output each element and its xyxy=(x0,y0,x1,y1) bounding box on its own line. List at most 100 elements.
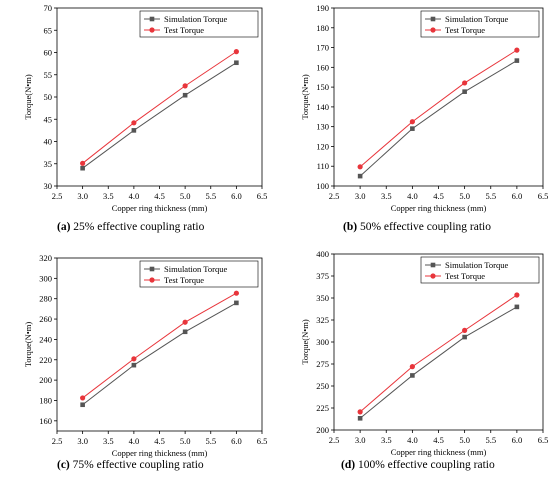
x-tick-label: 4.5 xyxy=(433,435,444,445)
y-tick-label: 55 xyxy=(44,70,53,80)
x-tick-label: 5.0 xyxy=(459,191,470,201)
series-line-test xyxy=(82,51,237,164)
legend-marker-circle xyxy=(430,27,436,33)
x-tick-label: 3.0 xyxy=(77,436,88,446)
caption-d: (d) 100% effective coupling ratio xyxy=(341,459,495,471)
x-tick-label: 6.5 xyxy=(538,191,549,201)
y-tick-label: 170 xyxy=(316,43,329,53)
x-tick-label: 4.5 xyxy=(154,191,165,201)
x-tick-label: 4.0 xyxy=(129,191,140,201)
x-tick-label: 6.5 xyxy=(257,191,268,201)
data-point-simulation xyxy=(182,329,188,335)
x-axis-label: Copper ring thickness (mm) xyxy=(112,203,208,213)
x-tick-label: 6.0 xyxy=(512,435,523,445)
data-point-simulation xyxy=(182,92,188,98)
y-tick-label: 180 xyxy=(316,23,329,33)
legend-label: Simulation Torque xyxy=(164,14,227,24)
y-tick-label: 65 xyxy=(44,25,53,35)
series-line-test xyxy=(359,294,518,413)
x-tick-label: 6.0 xyxy=(231,191,242,201)
y-axis-label: Torque(N•m) xyxy=(300,74,310,120)
y-tick-label: 225 xyxy=(316,403,329,413)
y-tick-label: 200 xyxy=(316,425,329,435)
legend-marker-square xyxy=(149,16,155,22)
y-tick-label: 40 xyxy=(44,137,53,147)
caption-c-text: 75% effective coupling ratio xyxy=(69,459,204,471)
legend-box xyxy=(420,256,540,284)
x-tick-label: 5.0 xyxy=(180,436,191,446)
x-tick-label: 3.0 xyxy=(355,435,366,445)
caption-b-tag: (b) xyxy=(343,221,358,233)
x-tick-label: 5.5 xyxy=(485,435,496,445)
x-tick-label: 3.5 xyxy=(381,435,392,445)
legend-marker-square xyxy=(430,262,436,268)
caption-b: (b) 50% effective coupling ratio xyxy=(343,221,491,233)
legend-marker-circle xyxy=(149,277,155,283)
y-tick-label: 200 xyxy=(39,375,52,385)
y-tick-label: 325 xyxy=(316,315,329,325)
data-point-test xyxy=(131,356,137,362)
x-tick-label: 5.5 xyxy=(205,436,216,446)
x-tick-label: 3.0 xyxy=(77,191,88,201)
x-tick-label: 3.5 xyxy=(103,436,114,446)
chart-panel-c: 2.5 3.0 3.5 4.0 4.5 5.0 5.5 6.0 6.5 160 180 200 220 2… xyxy=(0,246,275,458)
data-point-simulation xyxy=(514,58,520,63)
data-point-test xyxy=(357,164,363,170)
x-axis-label: Copper ring thickness (mm) xyxy=(391,203,487,213)
y-tick-label: 160 xyxy=(39,416,52,426)
data-point-test xyxy=(514,292,520,298)
y-tick-label: 180 xyxy=(39,395,52,405)
data-point-test xyxy=(182,319,188,325)
legend-box xyxy=(420,10,540,38)
data-point-test xyxy=(462,327,468,333)
y-tick-label: 320 xyxy=(39,253,52,263)
legend-label: Simulation Torque xyxy=(445,14,508,24)
data-point-simulation xyxy=(410,373,415,378)
y-tick-label: 190 xyxy=(316,3,329,13)
caption-a: (a) 25% effective coupling ratio xyxy=(57,221,204,233)
data-point-simulation xyxy=(80,165,85,171)
x-tick-label: 4.5 xyxy=(154,436,165,446)
chart-svg: 2.5 3.0 3.5 4.0 4.5 5.0 5.5 6.0 6.5 100 110 120 130 1… xyxy=(300,3,549,213)
legend-label: Simulation Torque xyxy=(445,260,508,270)
y-tick-label: 50 xyxy=(44,92,53,102)
y-tick-label: 375 xyxy=(316,271,329,281)
data-point-simulation xyxy=(357,173,363,179)
x-tick-label: 6.5 xyxy=(538,435,549,445)
legend-label: Test Torque xyxy=(164,275,204,285)
y-tick-label: 70 xyxy=(44,3,53,13)
x-tick-label: 6.5 xyxy=(257,436,268,446)
caption-b-text: 50% effective coupling ratio xyxy=(357,221,491,233)
y-tick-label: 45 xyxy=(44,114,53,124)
y-tick-label: 100 xyxy=(316,181,329,191)
data-point-test xyxy=(131,120,137,126)
series-line-test xyxy=(359,49,518,168)
data-point-simulation xyxy=(462,334,467,340)
data-point-test xyxy=(233,290,239,296)
series-line-simulation xyxy=(359,60,518,177)
y-tick-label: 220 xyxy=(39,355,52,365)
x-tick-label: 3.5 xyxy=(103,191,114,201)
series-line-simulation xyxy=(359,306,518,419)
chart-panel-b: 2.5 3.0 3.5 4.0 4.5 5.0 5.5 6.0 6.5 100 110 120 130 1… xyxy=(275,0,550,214)
data-point-test xyxy=(409,119,415,125)
data-point-test xyxy=(462,80,468,86)
caption-c: (c) 75% effective coupling ratio xyxy=(57,459,204,471)
y-tick-label: 130 xyxy=(316,122,329,132)
y-tick-label: 110 xyxy=(317,161,329,171)
y-tick-label: 300 xyxy=(316,337,329,347)
data-point-simulation xyxy=(357,415,363,421)
data-point-test xyxy=(80,160,86,166)
x-tick-label: 2.5 xyxy=(52,436,63,446)
series-line-simulation xyxy=(82,302,237,406)
y-tick-label: 35 xyxy=(44,159,53,169)
x-tick-label: 5.5 xyxy=(205,191,216,201)
y-tick-label: 120 xyxy=(316,141,329,151)
legend-marker-square xyxy=(149,266,155,272)
x-tick-label: 2.5 xyxy=(329,435,340,445)
data-point-test xyxy=(233,49,239,55)
data-point-simulation xyxy=(131,128,137,133)
caption-d-tag: (d) xyxy=(341,459,356,471)
